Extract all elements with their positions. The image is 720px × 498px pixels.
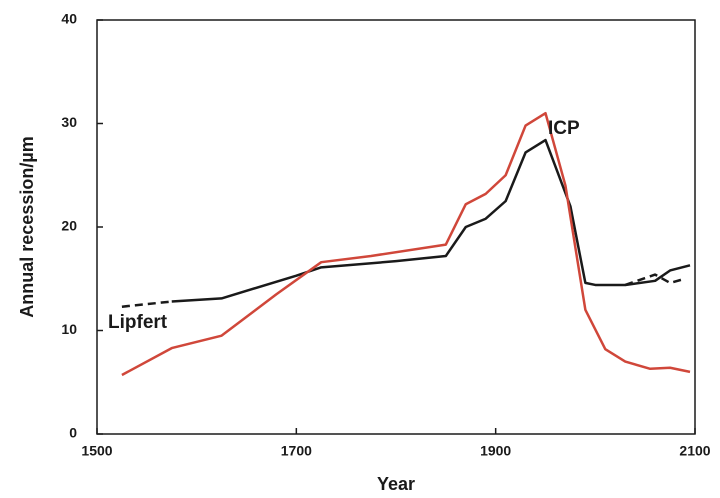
y-axis-label: Annual recession/µm	[17, 136, 37, 317]
series-line	[171, 138, 691, 303]
plot-frame	[96, 19, 696, 435]
y-tick-label: 0	[69, 425, 77, 441]
x-axis-label: Year	[377, 474, 415, 494]
x-tick-label: 2100	[679, 443, 710, 459]
y-tick-label: 30	[61, 114, 77, 130]
dashed-line	[121, 300, 172, 308]
y-tick-label: 40	[61, 11, 77, 27]
dashed-line	[624, 273, 686, 287]
y-tick-label: 10	[61, 321, 77, 337]
x-tick-label: 1700	[281, 443, 312, 459]
series-line	[121, 111, 691, 377]
annotation: ICP	[548, 118, 580, 139]
y-tick-label: 20	[61, 218, 77, 234]
annotation: Lipfert	[108, 312, 168, 333]
x-tick-label: 1500	[81, 443, 112, 459]
x-tick-label: 1900	[480, 443, 511, 459]
